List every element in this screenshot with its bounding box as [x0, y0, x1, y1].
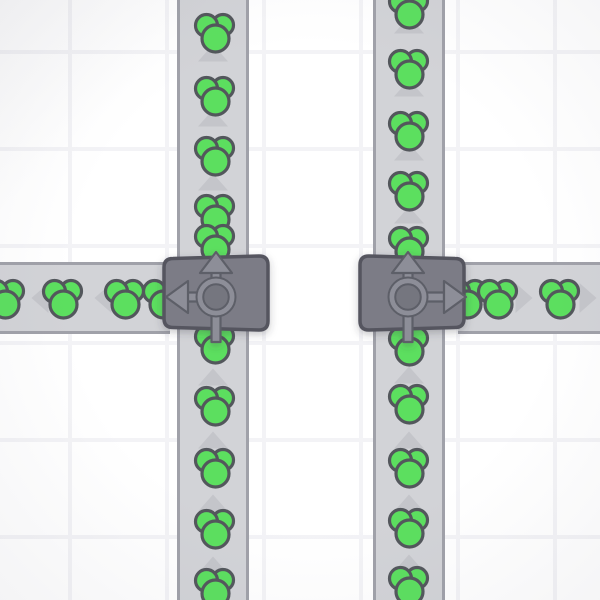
green-shape-item [387, 447, 430, 489]
green-shape-item [193, 567, 236, 600]
belt-direction-arrow-icon [198, 494, 228, 512]
center-hub-icon [387, 276, 429, 318]
green-shape-item [476, 278, 519, 320]
green-shape-item [387, 48, 430, 90]
green-shape-item [103, 278, 146, 320]
splitter-machine-left[interactable] [162, 250, 270, 344]
green-shape-item [387, 507, 430, 549]
green-shape-item [0, 278, 26, 320]
green-shape-item [193, 385, 236, 427]
output-arrow-right-icon [442, 279, 468, 315]
belt-direction-arrow-icon [198, 109, 228, 127]
output-arrow-left-icon [164, 279, 190, 315]
green-shape-item [387, 565, 430, 600]
green-shape-item [387, 383, 430, 425]
belt-direction-arrow-icon [394, 206, 424, 224]
green-shape-item [538, 278, 581, 320]
belt-direction-arrow-icon [198, 431, 228, 449]
green-shape-item [193, 75, 236, 117]
belt-direction-arrow-icon [198, 173, 228, 191]
belt-direction-arrow-icon [394, 494, 424, 512]
belt-direction-arrow-icon [394, 143, 424, 161]
belt-direction-arrow-icon [394, 366, 424, 384]
output-arrow-up-icon [390, 250, 426, 275]
green-shape-item [193, 135, 236, 177]
splitter-machine-right[interactable] [358, 250, 468, 344]
green-shape-item [387, 0, 430, 30]
green-shape-item [387, 170, 430, 212]
green-shape-item [193, 447, 236, 489]
green-shape-item [387, 110, 430, 152]
belt-direction-arrow-icon [579, 283, 597, 313]
green-shape-item [193, 508, 236, 550]
belt-direction-arrow-icon [198, 368, 228, 386]
output-arrow-up-icon [198, 250, 234, 275]
center-hub-icon [195, 276, 237, 318]
green-shape-item [41, 278, 84, 320]
belt-direction-arrow-icon [394, 431, 424, 449]
green-shape-item [193, 12, 236, 54]
belt-direction-arrow-icon [515, 283, 533, 313]
